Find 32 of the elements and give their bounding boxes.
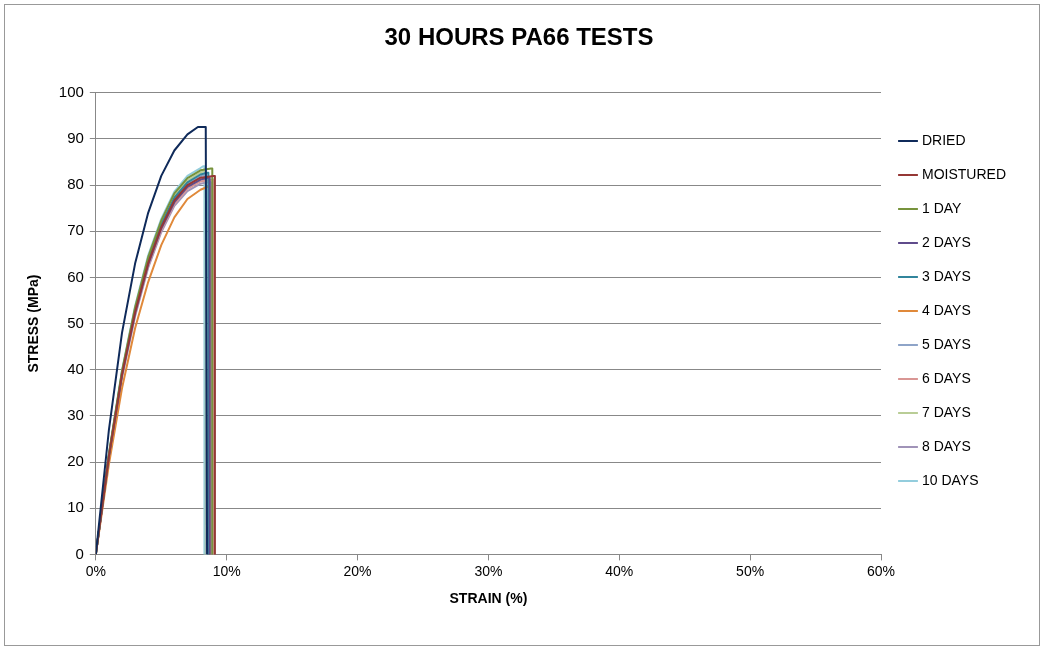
y-tick-label: 80 bbox=[67, 175, 84, 193]
y-tick-label: 50 bbox=[67, 313, 84, 331]
legend-label: 7 DAYS bbox=[922, 403, 971, 420]
legend-label: MOISTURED bbox=[922, 165, 1006, 182]
x-tick-label: 40% bbox=[605, 562, 634, 579]
y-tick-label: 70 bbox=[67, 221, 84, 239]
y-axis-title: STRESS (MPa) bbox=[25, 274, 42, 373]
y-tick-label: 40 bbox=[67, 359, 84, 377]
legend-label: 10 DAYS bbox=[922, 471, 979, 488]
y-tick-label: 20 bbox=[67, 452, 84, 470]
legend-label: 6 DAYS bbox=[922, 369, 971, 386]
y-tick-label: 90 bbox=[67, 129, 84, 147]
y-tick-label: 30 bbox=[67, 406, 84, 424]
chart-title: 30 HOURS PA66 TESTS bbox=[384, 23, 654, 51]
y-tick-label: 60 bbox=[67, 267, 84, 285]
x-tick-label: 30% bbox=[474, 562, 503, 579]
legend-label: 1 DAY bbox=[922, 199, 963, 216]
legend-label: 3 DAYS bbox=[922, 267, 971, 284]
y-tick-label: 100 bbox=[58, 82, 84, 100]
x-tick-label: 20% bbox=[343, 562, 372, 579]
legend-label: 2 DAYS bbox=[922, 233, 971, 250]
legend-label: 5 DAYS bbox=[922, 335, 971, 352]
x-tick-label: 10% bbox=[212, 562, 241, 579]
x-tick-label: 50% bbox=[736, 562, 765, 579]
y-tick-label: 10 bbox=[67, 498, 84, 516]
y-tick-label: 0 bbox=[75, 544, 84, 562]
x-tick-label: 60% bbox=[866, 562, 896, 579]
x-tick-label: 0% bbox=[85, 562, 106, 579]
legend-label: DRIED bbox=[922, 131, 966, 148]
legend-label: 4 DAYS bbox=[922, 301, 971, 318]
x-axis-title: STRAIN (%) bbox=[449, 590, 528, 607]
legend-label: 8 DAYS bbox=[922, 437, 971, 454]
